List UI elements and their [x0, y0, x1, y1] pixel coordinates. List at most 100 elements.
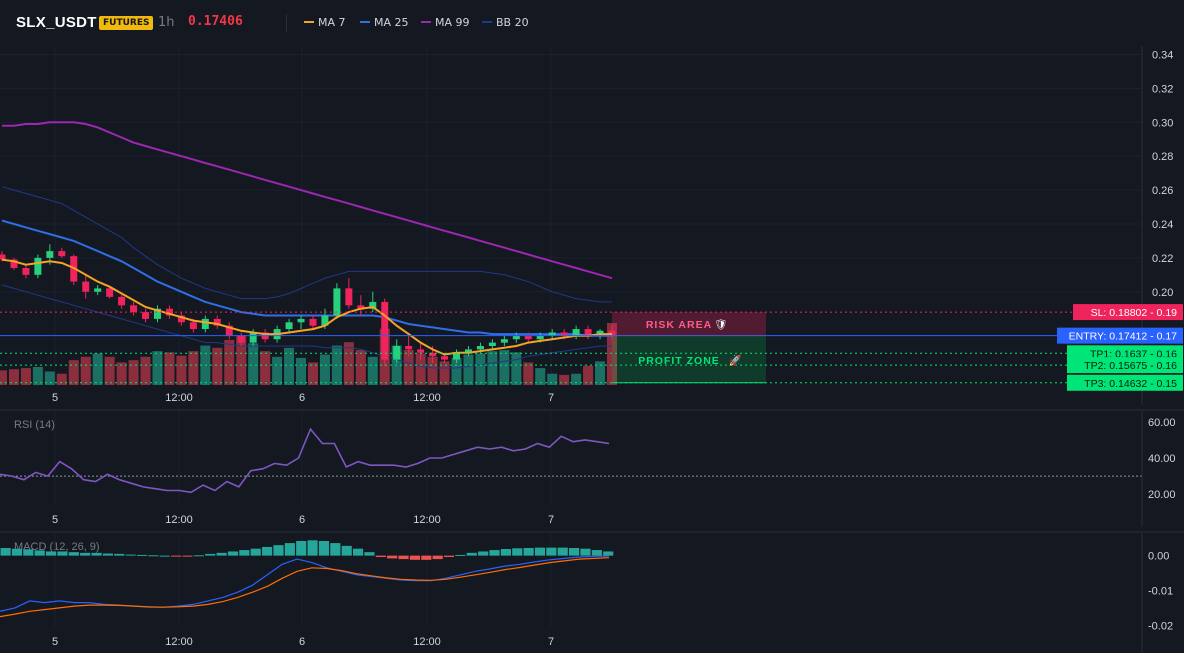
level-label-entry: ENTRY: 0.17412 - 0.17: [1069, 331, 1178, 343]
macd-histogram-bar: [148, 555, 159, 557]
candle-body: [441, 356, 449, 360]
macd-histogram-bar: [409, 555, 421, 560]
symbol-name[interactable]: SLX_USDT: [16, 14, 97, 31]
macd-histogram-bar: [523, 547, 534, 556]
level-tag-entry: [1057, 327, 1183, 344]
volume-bar: [475, 353, 486, 385]
macd-histogram-bar: [68, 552, 79, 556]
volume-bar: [80, 356, 91, 385]
rsi-title: RSI (14): [14, 419, 55, 431]
macd-histogram-bar: [91, 552, 102, 556]
macd-histogram-bar: [603, 551, 614, 556]
level-tag-sl: [1073, 304, 1183, 321]
volume-bar: [152, 351, 163, 385]
legend-ma7[interactable]: MA 7: [304, 16, 346, 29]
candle-body: [142, 312, 150, 319]
volume-bar: [547, 373, 558, 385]
volume-bar: [343, 342, 354, 385]
interval-label[interactable]: 1h: [158, 15, 175, 30]
volume-bar: [571, 373, 582, 385]
macd-histogram-bar: [489, 550, 500, 556]
candle-body: [0, 254, 6, 260]
macd-histogram-bar: [455, 554, 466, 556]
candle-body: [82, 281, 90, 292]
rsi-y-tick: 60.00: [1148, 417, 1176, 429]
rsi-y-tick: 40.00: [1148, 453, 1176, 465]
candle-body: [488, 342, 496, 347]
ma99-line: [2, 121, 613, 280]
volume-bar: [355, 350, 366, 385]
legend-bb20[interactable]: BB 20: [482, 16, 529, 29]
price-y-tick: 0.20: [1152, 287, 1173, 299]
level-label-tp3: TP3: 0.14632 - 0.15: [1084, 378, 1177, 390]
macd-histogram-bar: [580, 548, 591, 556]
chart-header: SLX_USDT FUTURES 1h 0.17406 MA 7 MA 25 M…: [0, 0, 1184, 46]
volume-bar: [535, 368, 546, 385]
legend-label-ma99: MA 99: [435, 16, 470, 29]
rsi-x-tick: 5: [52, 514, 58, 526]
macd-histogram-bar: [443, 555, 455, 558]
volume-bar: [68, 360, 79, 385]
profit-zone-label: PROFIT ZONE: [638, 355, 720, 367]
price-x-tick: 12:00: [165, 392, 193, 404]
macd-histogram-bar: [114, 553, 125, 556]
volume-bar: [427, 356, 438, 385]
price-y-tick: 0.32: [1152, 83, 1173, 95]
legend-ma25[interactable]: MA 25: [360, 16, 409, 29]
macd-x-tick: 7: [548, 636, 554, 648]
macd-x-tick: 12:00: [413, 636, 441, 648]
price-x-tick: 5: [52, 392, 58, 404]
candle-body: [10, 259, 18, 269]
macd-histogram-bar: [421, 555, 432, 560]
macd-title: MACD (12, 26, 9): [14, 541, 100, 553]
legend-label-ma25: MA 25: [374, 16, 409, 29]
volume-bar: [487, 351, 498, 385]
price-y-tick: 0.22: [1152, 253, 1173, 265]
volume-bar: [128, 360, 139, 385]
volume-bar: [212, 347, 223, 385]
legend-swatch-ma99: [421, 21, 431, 23]
price-pane[interactable]: RISK AREA 🛡 PROFIT ZONE 🚀 0.34 0.32 0.30 0.28 0.…: [0, 46, 1184, 411]
macd-pane[interactable]: MACD (12, 26, 9) 0.00 -0.01 -0.02 5 12:00 6 12…: [0, 533, 1173, 653]
candle-body: [560, 332, 568, 336]
volume-bar: [260, 351, 271, 385]
candle-body: [417, 349, 425, 353]
macd-histogram-bar: [182, 555, 193, 557]
candle-body: [393, 346, 401, 360]
legend-ma99[interactable]: MA 99: [421, 16, 470, 29]
header-divider: [286, 14, 287, 32]
macd-histogram-bar: [250, 548, 261, 556]
macd-histogram-bar: [318, 541, 330, 556]
volume-bar: [104, 356, 115, 385]
candle-body: [285, 322, 293, 330]
macd-y-tick: -0.01: [1148, 585, 1173, 597]
macd-histogram-bar: [466, 552, 477, 556]
volume-bar: [296, 357, 307, 385]
volume-bar: [559, 374, 570, 385]
macd-histogram-bar: [159, 555, 170, 557]
volume-bar: [511, 352, 522, 385]
profit-zone: [612, 335, 766, 383]
macd-y-tick: 0.00: [1148, 551, 1169, 563]
candle-body: [22, 268, 30, 275]
rsi-line: [0, 427, 610, 494]
macd-histogram-bar: [387, 555, 398, 559]
legend-swatch-ma25: [360, 21, 370, 23]
volume-bar: [367, 356, 378, 385]
legend-label-ma7: MA 7: [318, 16, 346, 29]
volume-bar: [20, 368, 31, 385]
macd-histogram-bar: [11, 548, 23, 556]
bb-lower-line: [1, 284, 612, 369]
rsi-pane[interactable]: RSI (14) 60.00 40.00 20.00 5 12:00 6 12:00 7: [0, 411, 1184, 533]
volume-bar: [463, 354, 474, 385]
legend-swatch-bb20: [482, 21, 492, 23]
volume-bar: [307, 362, 318, 385]
candle-body: [165, 308, 173, 316]
legend-label-bb20: BB 20: [496, 16, 529, 29]
candle-body: [46, 251, 54, 258]
macd-line: [0, 555, 610, 612]
macd-histogram-bar: [45, 551, 57, 556]
volume-bar: [439, 361, 450, 385]
candle-body: [321, 315, 329, 326]
